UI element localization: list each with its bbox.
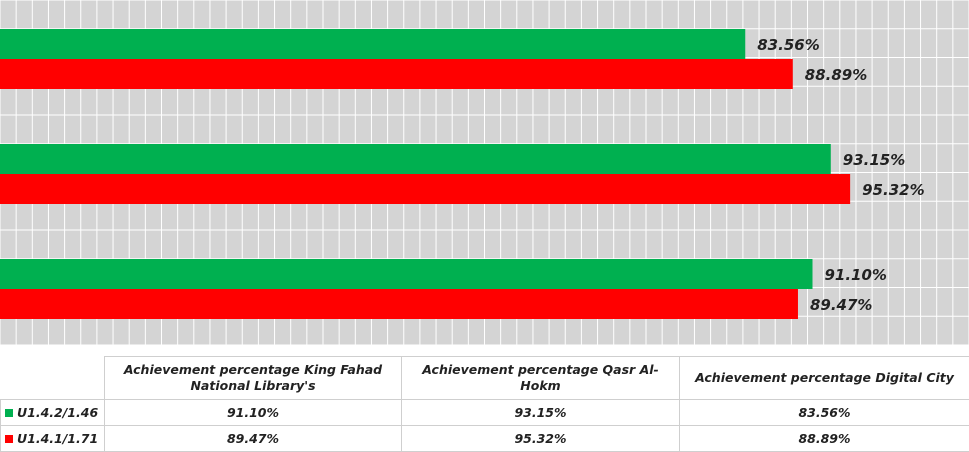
- table-cell: 89.47%: [104, 425, 402, 452]
- chart-data-labels: 91.10% 89.47% 93.15% 95.32% 83.56% 88.89%: [757, 36, 924, 314]
- table-header-cell: Achievement percentage Qasr Al-Hokm: [401, 356, 680, 400]
- bar-value-label: 83.56%: [757, 36, 819, 54]
- table-cell: 93.15%: [401, 399, 680, 426]
- legend-swatch-icon: [5, 435, 13, 443]
- bar-value-label: 88.89%: [805, 66, 867, 84]
- series-name-cell: U1.4.2/1.46: [0, 399, 105, 426]
- table-cell: 95.32%: [401, 425, 680, 452]
- table-cell: 91.10%: [104, 399, 402, 426]
- bar-U1.4.2/1.46-0: [0, 259, 813, 289]
- series-name: U1.4.1/1.71: [17, 431, 99, 446]
- bar-U1.4.1/1.71-0: [0, 289, 798, 319]
- table-row: U1.4.1/1.71 89.47% 95.32% 88.89%: [0, 425, 969, 452]
- bar-U1.4.1/1.71-1: [0, 174, 851, 204]
- table-header-cell: Achievement percentage Digital City: [679, 356, 969, 400]
- bar-U1.4.2/1.46-1: [0, 144, 831, 174]
- bar-value-label: 91.10%: [824, 266, 886, 284]
- data-table: Achievement percentage King Fahad Nation…: [0, 356, 969, 452]
- bar-chart-plot: 91.10% 89.47% 93.15% 95.32% 83.56% 88.89%: [0, 0, 969, 346]
- bar-value-label: 95.32%: [862, 181, 924, 199]
- table-header-cell: Achievement percentage King Fahad Nation…: [104, 356, 402, 400]
- chart-bars: [0, 29, 851, 319]
- bar-value-label: 89.47%: [810, 296, 872, 314]
- table-corner-cell: [0, 356, 105, 400]
- table-cell: 83.56%: [679, 399, 969, 426]
- series-name: U1.4.2/1.46: [17, 405, 99, 420]
- bar-U1.4.1/1.71-2: [0, 59, 793, 89]
- table-row: U1.4.2/1.46 91.10% 93.15% 83.56%: [0, 399, 969, 426]
- series-name-cell: U1.4.1/1.71: [0, 425, 105, 452]
- bar-value-label: 93.15%: [843, 151, 905, 169]
- bar-U1.4.2/1.46-2: [0, 29, 746, 59]
- table-cell: 88.89%: [679, 425, 969, 452]
- legend-swatch-icon: [5, 409, 13, 417]
- table-header-row: Achievement percentage King Fahad Nation…: [0, 356, 969, 400]
